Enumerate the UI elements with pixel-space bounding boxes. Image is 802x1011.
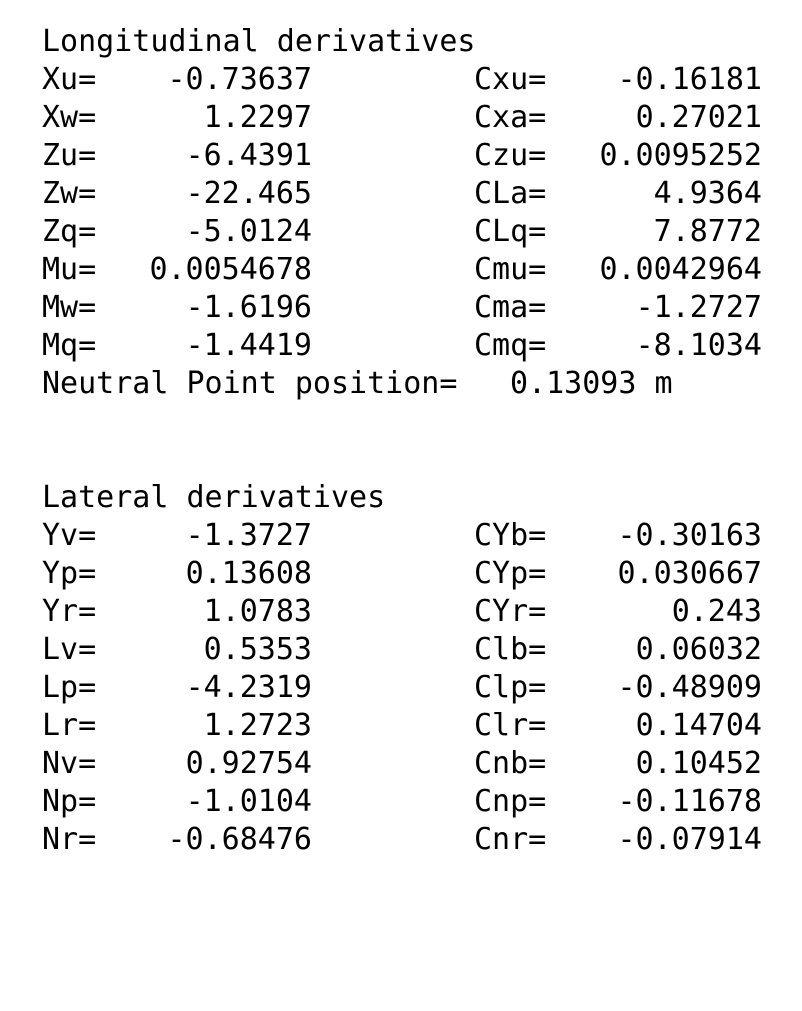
longitudinal-heading-line: Longitudinal derivatives: [0, 23, 802, 61]
coef-label: CYr=: [474, 594, 547, 629]
deriv-label: Yp=: [42, 556, 97, 591]
deriv-value: -22.465: [185, 176, 312, 211]
coef-label: Cnr=: [474, 822, 547, 857]
deriv-value: 1.2297: [203, 100, 312, 135]
coef-label: Cmu=: [474, 252, 547, 287]
coef-value: -1.2727: [635, 290, 762, 325]
coef-label: Clp=: [474, 670, 547, 705]
deriv-value: 1.2723: [203, 708, 312, 743]
deriv-row: Nv= 0.92754 Cnb= 0.10452: [0, 745, 802, 783]
coef-value: -0.48909: [617, 670, 763, 705]
coef-value: 0.27021: [635, 100, 762, 135]
neutral-point-label: Neutral Point position=: [42, 366, 458, 401]
deriv-label: Zq=: [42, 214, 97, 249]
deriv-row: Yv= -1.3727 CYb= -0.30163: [0, 517, 802, 555]
coef-value: -0.07914: [617, 822, 763, 857]
deriv-row: Mw= -1.6196 Cma= -1.2727: [0, 289, 802, 327]
deriv-label: Nv=: [42, 746, 97, 781]
coef-label: CLa=: [474, 176, 547, 211]
lateral-title: Lateral derivatives: [42, 480, 386, 515]
deriv-label: Lr=: [42, 708, 97, 743]
coef-value: 7.8772: [653, 214, 762, 249]
deriv-value: 0.92754: [185, 746, 312, 781]
deriv-row: Xu= -0.73637 Cxu= -0.16181: [0, 61, 802, 99]
deriv-value: -1.4419: [185, 328, 312, 363]
coef-label: Cxu=: [474, 62, 547, 97]
coef-value: -8.1034: [635, 328, 762, 363]
lateral-heading-line: Lateral derivatives: [0, 479, 802, 517]
deriv-row: Zu= -6.4391 Czu= 0.0095252: [0, 137, 802, 175]
deriv-label: Yv=: [42, 518, 97, 553]
coef-label: Czu=: [474, 138, 547, 173]
deriv-value: -6.4391: [185, 138, 312, 173]
deriv-row: Lr= 1.2723 Clr= 0.14704: [0, 707, 802, 745]
deriv-row: Mu= 0.0054678 Cmu= 0.0042964: [0, 251, 802, 289]
deriv-label: Lv=: [42, 632, 97, 667]
coef-value: 0.030667: [617, 556, 763, 591]
coef-label: CLq=: [474, 214, 547, 249]
deriv-row: Zw= -22.465 CLa= 4.9364: [0, 175, 802, 213]
deriv-value: 1.0783: [203, 594, 312, 629]
coef-label: Clr=: [474, 708, 547, 743]
coef-label: Cma=: [474, 290, 547, 325]
deriv-value: 0.13608: [185, 556, 312, 591]
deriv-label: Zu=: [42, 138, 97, 173]
deriv-row: Np= -1.0104 Cnp= -0.11678: [0, 783, 802, 821]
coef-value: 4.9364: [653, 176, 762, 211]
deriv-value: 0.5353: [203, 632, 312, 667]
deriv-row: Mq= -1.4419 Cmq= -8.1034: [0, 327, 802, 365]
coef-value: -0.30163: [617, 518, 763, 553]
deriv-value: -0.73637: [167, 62, 313, 97]
neutral-point-line: Neutral Point position= 0.13093 m: [0, 365, 802, 403]
coef-value: 0.0095252: [599, 138, 762, 173]
deriv-row: Zq= -5.0124 CLq= 7.8772: [0, 213, 802, 251]
coef-value: -0.16181: [617, 62, 763, 97]
deriv-label: Lp=: [42, 670, 97, 705]
deriv-value: -1.0104: [185, 784, 312, 819]
coef-label: Clb=: [474, 632, 547, 667]
deriv-label: Nr=: [42, 822, 97, 857]
deriv-value: -0.68476: [167, 822, 313, 857]
deriv-value: -1.3727: [185, 518, 312, 553]
coef-value: 0.243: [671, 594, 762, 629]
deriv-value: -4.2319: [185, 670, 312, 705]
coef-label: Cnb=: [474, 746, 547, 781]
deriv-label: Np=: [42, 784, 97, 819]
deriv-row: Yr= 1.0783 CYr= 0.243: [0, 593, 802, 631]
neutral-point-value: 0.13093 m: [510, 366, 673, 401]
coef-label: Cmq=: [474, 328, 547, 363]
deriv-row: Lp= -4.2319 Clp= -0.48909: [0, 669, 802, 707]
deriv-label: Yr=: [42, 594, 97, 629]
deriv-label: Zw=: [42, 176, 97, 211]
deriv-label: Xw=: [42, 100, 97, 135]
coef-value: -0.11678: [617, 784, 763, 819]
deriv-row: Lv= 0.5353 Clb= 0.06032: [0, 631, 802, 669]
deriv-value: -5.0124: [185, 214, 312, 249]
deriv-row: Yp= 0.13608 CYp= 0.030667: [0, 555, 802, 593]
deriv-label: Mw=: [42, 290, 97, 325]
deriv-label: Mq=: [42, 328, 97, 363]
deriv-value: -1.6196: [185, 290, 312, 325]
deriv-label: Xu=: [42, 62, 97, 97]
coef-label: Cxa=: [474, 100, 547, 135]
coef-label: CYb=: [474, 518, 547, 553]
deriv-row: Nr= -0.68476 Cnr= -0.07914: [0, 821, 802, 859]
deriv-value: 0.0054678: [149, 252, 312, 287]
coef-value: 0.10452: [635, 746, 762, 781]
coef-value: 0.06032: [635, 632, 762, 667]
longitudinal-title: Longitudinal derivatives: [42, 24, 476, 59]
deriv-row: Xw= 1.2297 Cxa= 0.27021: [0, 99, 802, 137]
coef-value: 0.14704: [635, 708, 762, 743]
coef-value: 0.0042964: [599, 252, 762, 287]
coef-label: Cnp=: [474, 784, 547, 819]
deriv-label: Mu=: [42, 252, 97, 287]
coef-label: CYp=: [474, 556, 547, 591]
